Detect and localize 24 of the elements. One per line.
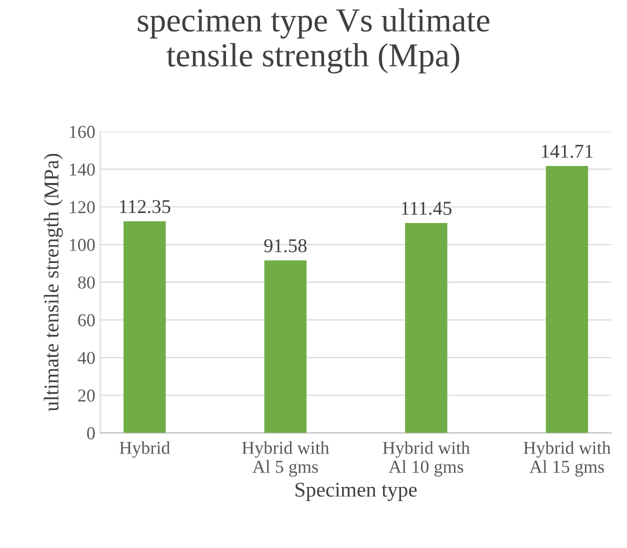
y-tick-label: 0 xyxy=(87,427,95,440)
bar xyxy=(124,221,166,433)
bar xyxy=(405,222,448,433)
y-tick-label: 60 xyxy=(78,314,95,326)
x-axis-title: Specimen type xyxy=(296,482,417,502)
y-tick-label: 40 xyxy=(78,352,95,364)
x-tick-label: Hybrid with Al 5 gms xyxy=(242,441,330,477)
y-tick-label: 80 xyxy=(78,276,95,289)
data-label: 91.58 xyxy=(264,239,307,252)
y-tick-label: 140 xyxy=(70,163,95,176)
x-tick-label: Hybrid xyxy=(120,441,170,458)
bar xyxy=(264,260,307,433)
y-tick-label: 120 xyxy=(70,201,95,214)
y-tick-label: 100 xyxy=(70,238,95,251)
data-label: 141.71 xyxy=(542,144,593,158)
x-tick-label: Hybrid with Al 15 gms xyxy=(524,441,611,477)
data-label: 111.45 xyxy=(402,202,452,215)
y-tick-label: 20 xyxy=(78,390,95,402)
y-tick-label: 160 xyxy=(70,126,95,138)
y-axis-title: ultimate tensile strength (MPa) xyxy=(44,154,63,412)
data-label: 112.35 xyxy=(120,200,170,214)
x-tick-label: Hybrid with Al 10 gms xyxy=(382,441,470,477)
bar xyxy=(546,166,588,433)
chart-title: specimen type Vs ultimate tensile strength (Mpa) xyxy=(138,8,490,74)
